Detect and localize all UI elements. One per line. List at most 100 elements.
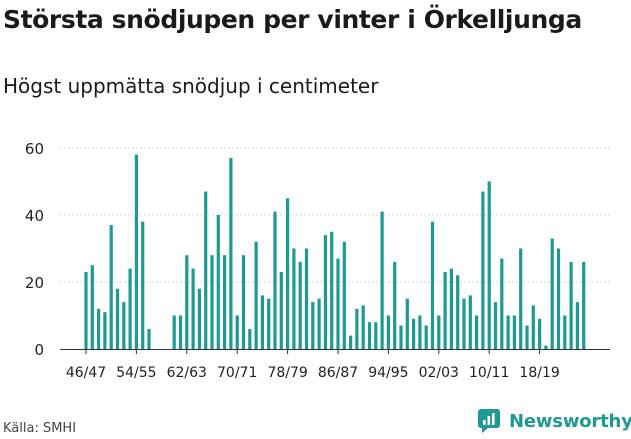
bar-97/98: [405, 298, 409, 349]
bar-92/93: [374, 322, 378, 349]
bar-88/89: [349, 335, 353, 349]
bars: [84, 154, 586, 349]
bar-84/85: [323, 235, 327, 349]
chart-subtitle: Högst uppmätta snödjup i centimeter: [3, 74, 379, 98]
bar-08/09: [475, 315, 479, 349]
x-tick-label: 86/87: [318, 365, 358, 381]
bar-50/51: [109, 225, 113, 349]
brand-logo: Newsworthy: [477, 408, 631, 434]
chart-title: Största snödjupen per vinter i Örkelljun…: [3, 5, 582, 34]
bar-10/11: [487, 181, 491, 349]
x-tick-label: 54/55: [116, 365, 156, 381]
bar-77/78: [279, 271, 283, 349]
bar-55/56: [141, 221, 145, 349]
x-tick-label: 02/03: [419, 365, 459, 381]
bar-82/83: [311, 302, 315, 349]
bar-66/67: [210, 255, 214, 349]
bar-04/05: [449, 268, 453, 349]
bar-02/03: [437, 315, 441, 349]
bar-48/49: [97, 308, 101, 349]
bar-69/70: [229, 158, 233, 349]
bar-56/57: [147, 328, 151, 349]
bar-23/24: [569, 261, 573, 349]
bar-01/02: [430, 221, 435, 349]
y-tick-label: 60: [25, 140, 44, 158]
bar-14/15: [512, 315, 516, 349]
bar-91/92: [367, 322, 372, 349]
bar-72/73: [248, 328, 252, 349]
bar-61/62: [178, 315, 183, 349]
bar-95/96: [393, 261, 397, 349]
bar-06/07: [462, 298, 466, 349]
bar-83/84: [317, 298, 321, 349]
bar-70/71: [235, 315, 239, 349]
bar-74/75: [260, 295, 264, 349]
brand-name: Newsworthy: [509, 410, 631, 432]
bar-73/74: [254, 241, 258, 349]
bar-85/86: [330, 231, 334, 349]
bar-49/50: [103, 312, 107, 349]
bar-60/61: [172, 315, 176, 349]
x-tick-label: 62/63: [167, 365, 207, 381]
bar-19/20: [544, 345, 548, 349]
bar-53/54: [128, 268, 132, 349]
bar-65/66: [204, 191, 208, 349]
bar-98/99: [412, 318, 416, 349]
y-tick-label: 0: [34, 341, 44, 359]
bar-87/88: [342, 241, 346, 349]
bar-79/80: [292, 248, 296, 349]
bar-78/79: [286, 198, 290, 349]
x-tick-label: 78/79: [267, 365, 307, 381]
bar-09/10: [481, 191, 485, 349]
bar-94/95: [386, 315, 390, 349]
bar-68/69: [223, 255, 227, 349]
bar-24/25: [575, 302, 579, 349]
bar-18/19: [538, 318, 542, 349]
axes: 0 20 40 60 46/47 54/55 62/63 70/71 78/79 86/87 94/…: [25, 140, 610, 381]
bar-13/14: [506, 315, 510, 349]
bar-03/04: [443, 271, 447, 349]
bar-12/13: [500, 258, 504, 349]
bar-62/63: [185, 255, 189, 349]
bar-75/76: [267, 298, 271, 349]
bar-80/81: [298, 261, 302, 349]
bar-47/48: [90, 265, 94, 349]
bar-81/82: [304, 248, 309, 349]
source-note: Källa: SMHI: [3, 421, 77, 436]
bar-15/16: [519, 248, 523, 349]
bar-76/77: [273, 211, 277, 349]
x-tick-label: 70/71: [217, 365, 257, 381]
x-tick-label: 46/47: [66, 365, 106, 381]
bar-89/90: [355, 308, 359, 349]
bar-51/52: [115, 288, 120, 349]
x-tick-label: 94/95: [368, 365, 408, 381]
bar-96/97: [399, 325, 403, 349]
bar-07/08: [468, 295, 472, 349]
bar-86/87: [336, 258, 340, 349]
bar-21/22: [556, 248, 561, 349]
x-tick-label: 18/19: [519, 365, 559, 381]
bar-20/21: [550, 238, 554, 349]
newsworthy-logo-icon: [478, 409, 500, 433]
bar-11/12: [493, 302, 498, 349]
bar-16/17: [525, 325, 529, 349]
bar-46/47: [84, 271, 88, 349]
y-tick-label: 40: [25, 207, 44, 225]
bar-54/55: [134, 154, 138, 349]
bar-71/72: [241, 255, 246, 349]
bar-93/94: [380, 211, 384, 349]
bar-22/23: [563, 315, 567, 349]
bar-64/65: [197, 288, 201, 349]
bar-90/91: [361, 305, 365, 349]
bar-67/68: [216, 215, 220, 349]
bar-00/01: [424, 325, 428, 349]
bar-undefined: [582, 261, 586, 349]
y-tick-label: 20: [25, 274, 44, 292]
x-tick-label: 10/11: [469, 365, 509, 381]
bar-05/06: [456, 275, 460, 349]
bar-63/64: [191, 268, 195, 349]
bar-17/18: [531, 305, 535, 349]
bar-52/53: [122, 302, 126, 349]
bar-99/00: [418, 315, 422, 349]
